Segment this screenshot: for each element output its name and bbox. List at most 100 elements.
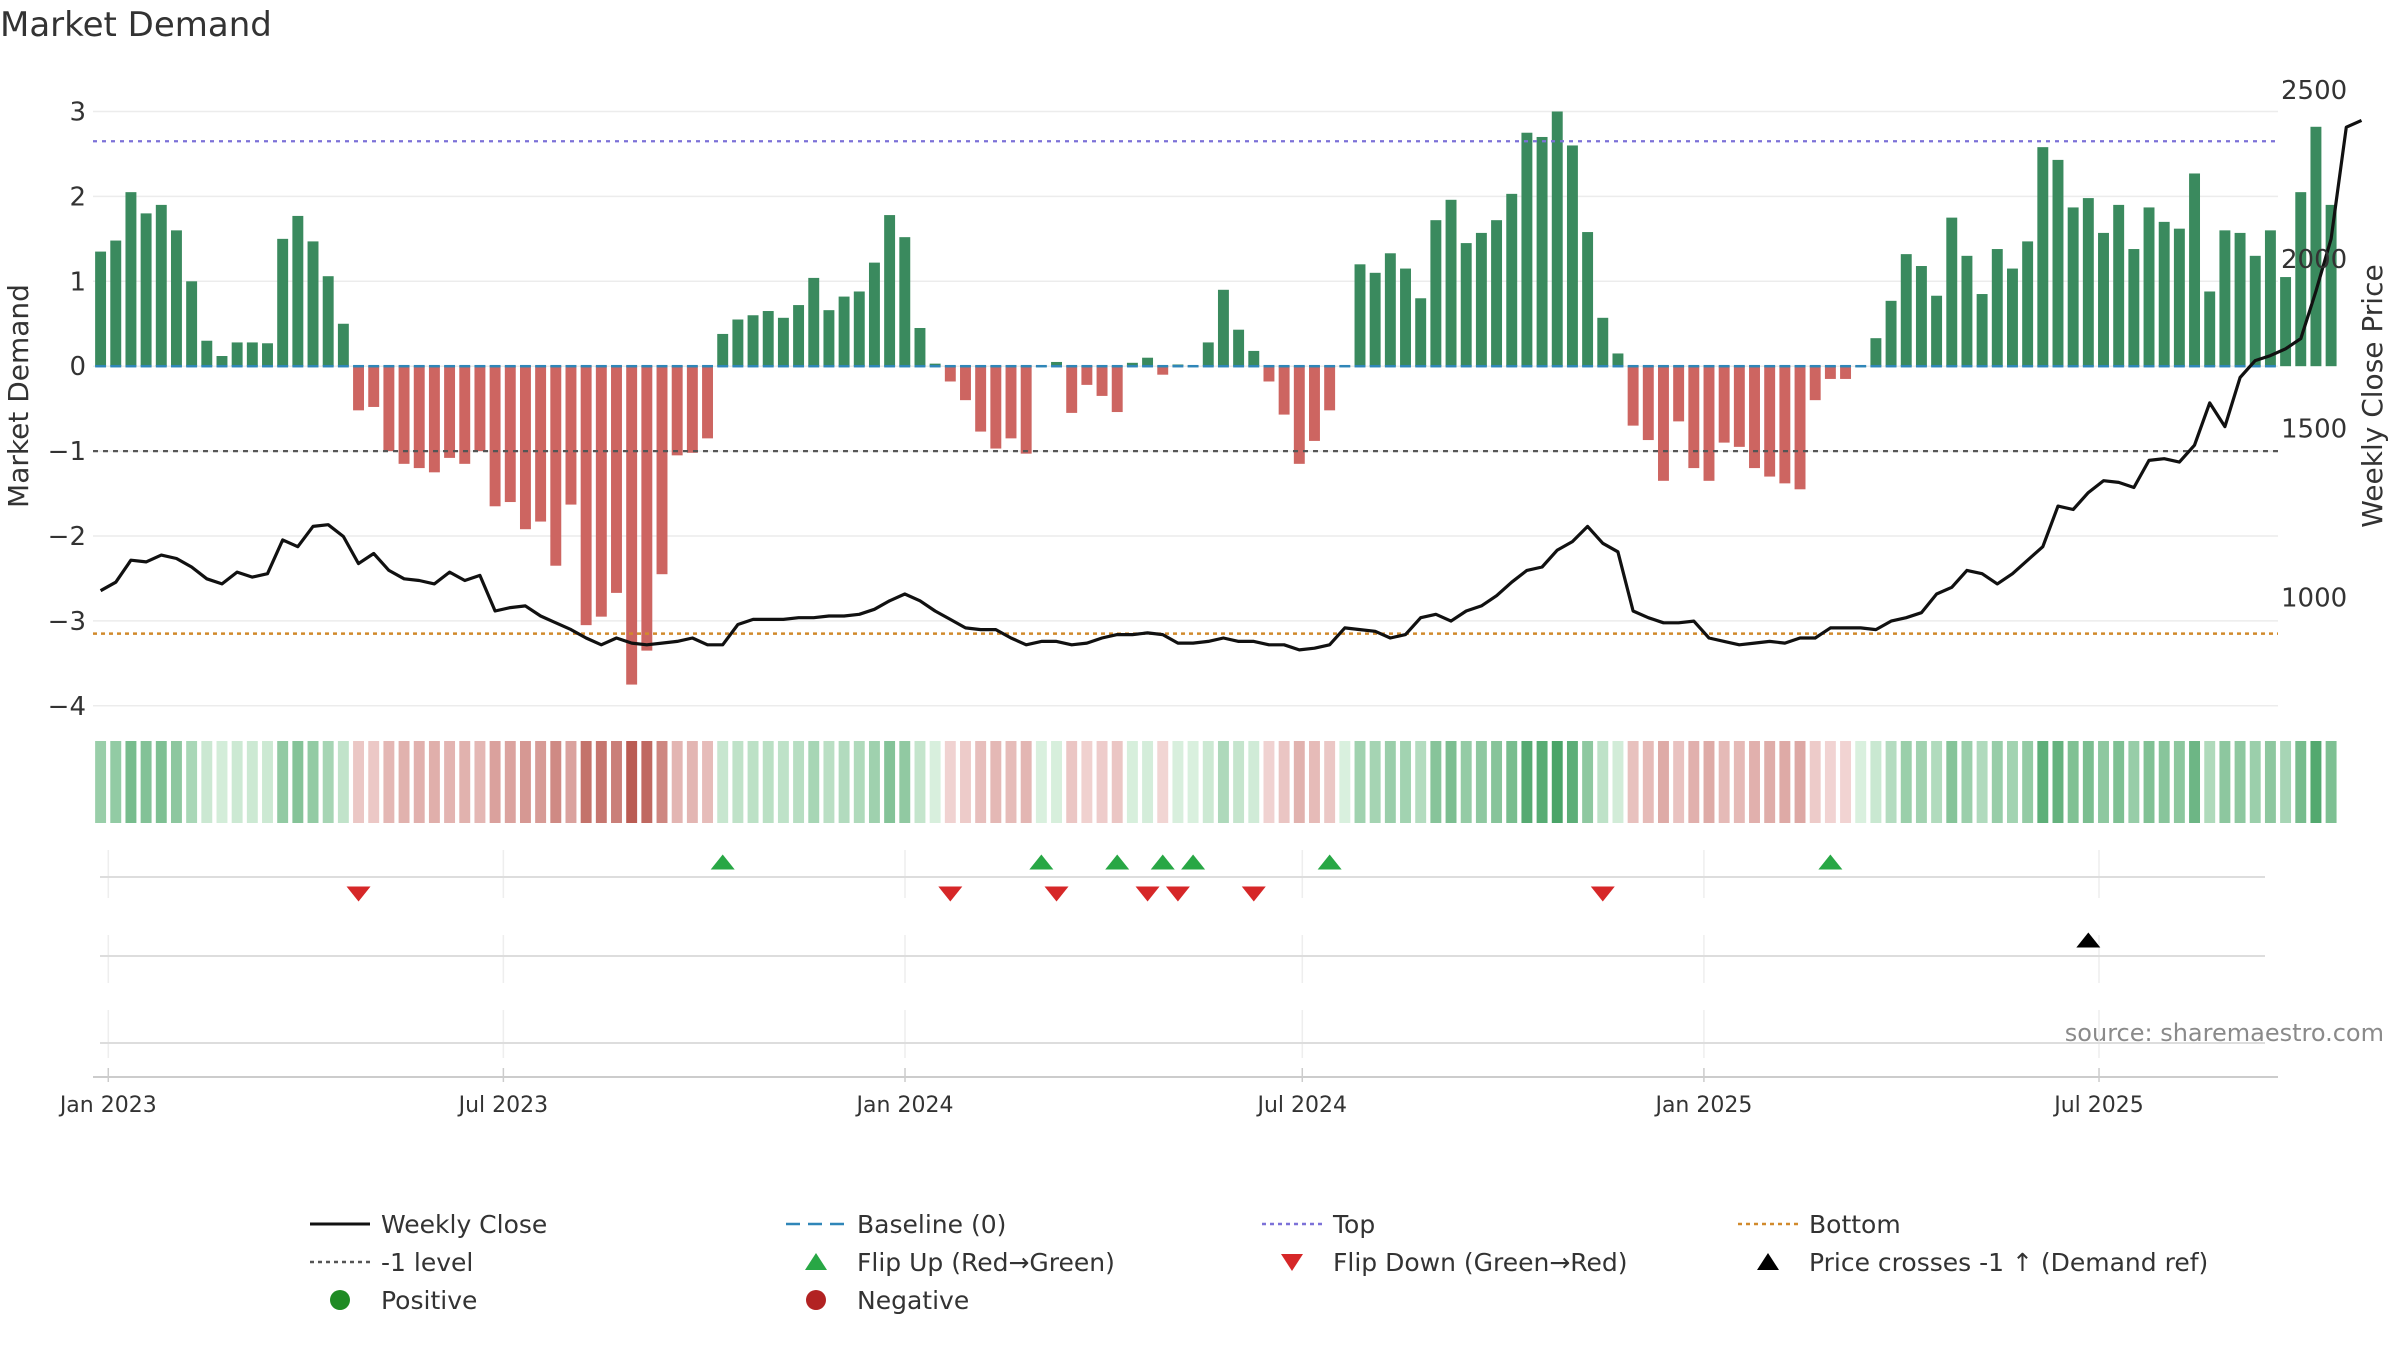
strip-cell [823, 741, 835, 823]
strip-cell [1293, 741, 1305, 823]
demand-bar [626, 366, 638, 685]
strip-cell [747, 741, 759, 823]
grid [93, 110, 2278, 1058]
strip-cell [2006, 741, 2018, 823]
strip-cell [1263, 741, 1275, 823]
strip-cell [550, 741, 562, 823]
demand-bar [1733, 366, 1745, 447]
legend-swatch [805, 1253, 827, 1270]
legend-label: Negative [857, 1286, 969, 1315]
demand-bar [292, 215, 304, 367]
strip-cell [990, 741, 1002, 823]
demand-bar [2037, 147, 2049, 367]
flip-down-marker [1165, 886, 1190, 902]
strip-cell [1369, 741, 1381, 823]
y-tick-label: 3 [69, 98, 86, 128]
demand-bar [413, 366, 425, 469]
strip-cell [1491, 741, 1503, 823]
demand-bar [1749, 366, 1760, 469]
demand-bar [1066, 366, 1078, 413]
demand-bar [2128, 249, 2140, 367]
demand-bar [231, 342, 243, 367]
strip-cell [1460, 741, 1472, 823]
demand-bar [1779, 366, 1791, 484]
demand-bar [2113, 204, 2125, 367]
price-cross-marker [2076, 932, 2101, 948]
strip-cell [535, 741, 547, 823]
strip-cell [2264, 741, 2276, 823]
demand-bar [975, 366, 987, 432]
demand-bar [2189, 173, 2201, 367]
strip-cell [1278, 741, 1290, 823]
demand-bar [1521, 132, 1533, 367]
strip-cell [1354, 741, 1366, 823]
demand-bar [1642, 366, 1654, 441]
strip-cell [474, 741, 486, 823]
y2-tick-label: 2500 [2281, 76, 2347, 106]
y2-axis-label: Weekly Close Price [2356, 264, 2389, 527]
demand-bar [1111, 366, 1123, 413]
demand-bar [1582, 232, 1594, 367]
y-tick-label: 1 [69, 267, 86, 297]
y-tick-label: −2 [48, 522, 86, 552]
demand-bar [884, 215, 896, 367]
strip-cell [1111, 741, 1123, 823]
strip-cell [1733, 741, 1745, 823]
strip-cell [140, 741, 152, 823]
demand-bar [368, 366, 380, 407]
flip-down-marker [1044, 886, 1069, 902]
demand-bar [1384, 253, 1396, 367]
demand-bar [1809, 366, 1821, 401]
strip-cell [580, 741, 592, 823]
demand-bar [2264, 230, 2276, 367]
demand-bar [793, 305, 805, 367]
strip-cell [1688, 741, 1700, 823]
demand-heat-strip [95, 741, 2337, 823]
legend-label: -1 level [381, 1248, 473, 1277]
demand-bar [322, 276, 334, 367]
strip-cell [702, 741, 713, 823]
demand-bar [519, 366, 531, 530]
strip-cell [914, 741, 926, 823]
flip-down-marker [1135, 886, 1160, 902]
demand-bar [186, 281, 198, 367]
flip-down-marker [1241, 886, 1266, 902]
demand-bar [2295, 192, 2307, 367]
demand-bar [2052, 159, 2064, 367]
demand-bar [1673, 366, 1685, 422]
demand-bar [808, 277, 820, 367]
demand-bar [1688, 366, 1700, 469]
strip-cell [671, 741, 683, 823]
strip-cell [641, 741, 653, 823]
strip-cell [717, 741, 729, 823]
strip-cell [1157, 741, 1169, 823]
strip-cell [413, 741, 425, 823]
strip-cell [1658, 741, 1669, 823]
strip-cell [428, 741, 440, 823]
strip-cell [1900, 741, 1912, 823]
demand-bar [140, 213, 152, 367]
strip-cell [1415, 741, 1427, 823]
strip-cell [2295, 741, 2307, 823]
strip-cell [2249, 741, 2261, 823]
demand-bar [1915, 266, 1927, 367]
flip-down-marker [938, 886, 963, 902]
demand-bar [1126, 362, 1138, 367]
y-tick-label: −4 [48, 692, 86, 722]
strip-cell [2037, 741, 2049, 823]
strip-cell [1931, 741, 1943, 823]
strip-cell [2128, 741, 2140, 823]
demand-bar [1460, 243, 1472, 367]
strip-cell [1126, 741, 1138, 823]
strip-cell [307, 741, 319, 823]
strip-cell [565, 741, 577, 823]
demand-bar [1718, 366, 1730, 443]
strip-cell [2082, 741, 2094, 823]
demand-bar [1627, 366, 1639, 426]
strip-cell [1582, 741, 1594, 823]
strip-cell [2234, 741, 2246, 823]
demand-bar [2280, 277, 2292, 367]
flip-up-marker [1150, 854, 1175, 870]
legend-label: Flip Up (Red→Green) [857, 1248, 1115, 1277]
